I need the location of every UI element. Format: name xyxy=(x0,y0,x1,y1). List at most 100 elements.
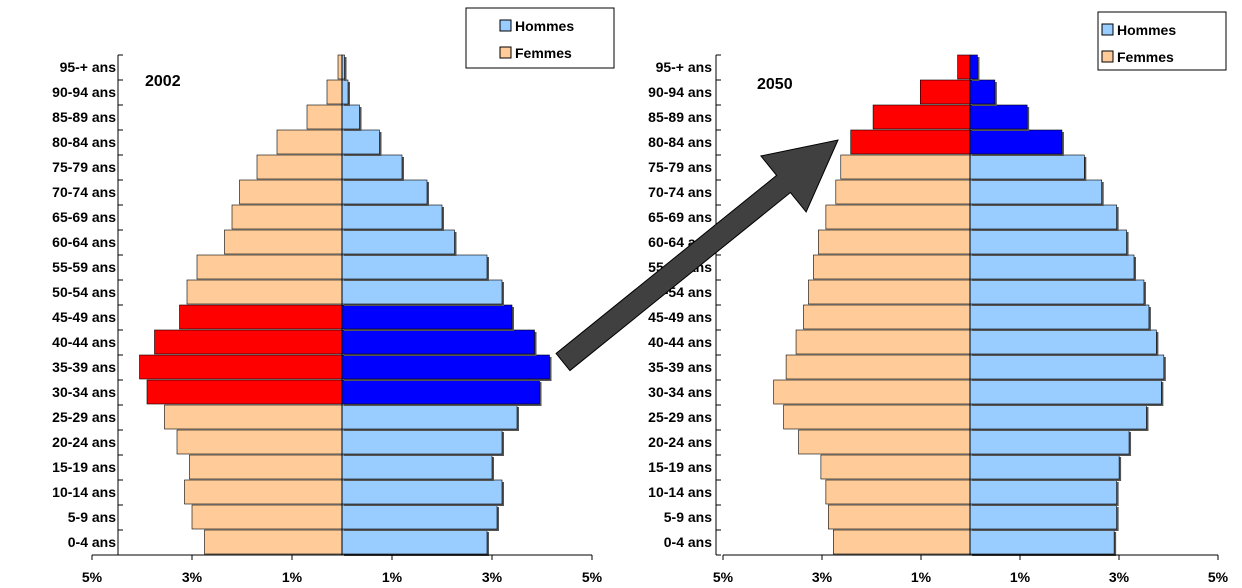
bar-femmes-35-39-ans xyxy=(139,354,343,380)
bar-hommes-90-94-ans xyxy=(341,79,349,105)
x-tick-label: 3% xyxy=(482,569,503,585)
x-tick-label: 5% xyxy=(82,569,103,585)
bar-hommes-55-59-ans xyxy=(969,254,1135,280)
age-label: 0-4 ans xyxy=(664,534,712,550)
age-label: 65-69 ans xyxy=(648,209,712,225)
age-label: 30-34 ans xyxy=(648,384,712,400)
bar-femmes-75-79-ans xyxy=(256,154,343,180)
bar-hommes-75-79-ans xyxy=(341,154,403,180)
legend-swatch xyxy=(499,19,512,32)
chart-title: 2002 xyxy=(145,73,181,90)
age-label: 45-49 ans xyxy=(52,309,116,325)
bar-hommes-90-94-ans xyxy=(969,79,996,105)
age-label: 80-84 ans xyxy=(52,134,116,150)
legend-box xyxy=(465,7,615,69)
age-label: 20-24 ans xyxy=(648,434,712,450)
x-tick-label: 3% xyxy=(812,569,833,585)
legend-swatch xyxy=(499,46,512,59)
bar-femmes-40-44-ans xyxy=(795,329,971,355)
bar-femmes-40-44-ans xyxy=(154,329,343,355)
x-tick-label: 3% xyxy=(182,569,203,585)
pyramid-2050: 0-4 ans 5-9 ans 10-14 ans 15-19 ans 20-24 an… xyxy=(648,11,1229,585)
age-label: 35-39 ans xyxy=(648,359,712,375)
chart-title: 2050 xyxy=(757,76,793,93)
bar-femmes-5-9-ans xyxy=(828,504,971,530)
age-label: 75-79 ans xyxy=(648,159,712,175)
bar-femmes-50-54-ans xyxy=(808,279,971,305)
bar-hommes-5-9-ans xyxy=(341,504,498,530)
bar-femmes-95-+-ans xyxy=(337,54,343,80)
bar-hommes-35-39-ans xyxy=(969,354,1165,380)
x-tick-label: 1% xyxy=(911,569,932,585)
age-label: 0-4 ans xyxy=(68,534,116,550)
bar-hommes-0-4-ans xyxy=(341,529,488,555)
bar-femmes-65-69-ans xyxy=(825,204,971,230)
age-label: 15-19 ans xyxy=(52,459,116,475)
legend-swatch xyxy=(1101,50,1114,63)
bar-hommes-50-54-ans xyxy=(969,279,1145,305)
bar-hommes-20-24-ans xyxy=(969,429,1130,455)
bar-hommes-0-4-ans xyxy=(969,529,1115,555)
x-tick-label: 5% xyxy=(582,569,603,585)
bar-hommes-40-44-ans xyxy=(341,329,535,355)
bar-femmes-45-49-ans xyxy=(803,304,971,330)
bar-femmes-0-4-ans xyxy=(833,529,971,555)
bar-femmes-30-34-ans xyxy=(773,379,971,405)
arrow-icon xyxy=(555,139,839,372)
bar-hommes-55-59-ans xyxy=(341,254,488,280)
age-label: 70-74 ans xyxy=(648,184,712,200)
age-label: 60-64 ans xyxy=(52,234,116,250)
bar-hommes-50-54-ans xyxy=(341,279,503,305)
bar-femmes-0-4-ans xyxy=(204,529,343,555)
bar-femmes-90-94-ans xyxy=(326,79,343,105)
bar-hommes-15-19-ans xyxy=(969,454,1120,480)
x-tick-label: 1% xyxy=(382,569,403,585)
bar-femmes-10-14-ans xyxy=(184,479,343,505)
bar-hommes-85-89-ans xyxy=(341,104,360,130)
bar-hommes-70-74-ans xyxy=(341,179,428,205)
legend: Hommes Femmes xyxy=(465,7,615,69)
bar-hommes-65-69-ans xyxy=(969,204,1117,230)
bar-femmes-25-29-ans xyxy=(164,404,343,430)
age-label: 75-79 ans xyxy=(52,159,116,175)
x-tick-label: 1% xyxy=(1010,569,1031,585)
age-label: 95-+ ans xyxy=(60,59,117,75)
bar-hommes-80-84-ans xyxy=(341,129,380,155)
age-label: 30-34 ans xyxy=(52,384,116,400)
x-tick-label: 5% xyxy=(1208,569,1229,585)
bar-hommes-60-64-ans xyxy=(341,229,455,255)
bar-shadow xyxy=(344,57,347,81)
age-label: 40-44 ans xyxy=(52,334,116,350)
bar-hommes-75-79-ans xyxy=(969,154,1085,180)
age-label: 65-69 ans xyxy=(52,209,116,225)
bar-femmes-75-79-ans xyxy=(840,154,971,180)
bar-femmes-30-34-ans xyxy=(146,379,343,405)
bar-hommes-85-89-ans xyxy=(969,104,1028,130)
bar-hommes-35-39-ans xyxy=(341,354,550,380)
age-label: 85-89 ans xyxy=(52,109,116,125)
age-label: 10-14 ans xyxy=(52,484,116,500)
legend-swatch xyxy=(1101,23,1114,36)
bar-hommes-30-34-ans xyxy=(341,379,540,405)
x-tick-label: 5% xyxy=(713,569,734,585)
legend: Hommes Femmes xyxy=(1097,11,1227,71)
bar-hommes-80-84-ans xyxy=(969,129,1063,155)
legend-label: Hommes xyxy=(1117,22,1176,38)
bar-femmes-90-94-ans xyxy=(919,79,971,105)
bar-femmes-70-74-ans xyxy=(239,179,343,205)
legend-label: Femmes xyxy=(515,45,572,61)
age-label: 25-29 ans xyxy=(52,409,116,425)
bar-hommes-70-74-ans xyxy=(969,179,1103,205)
bar-femmes-55-59-ans xyxy=(813,254,971,280)
legend-label: Femmes xyxy=(1117,49,1174,65)
pyramid-2002: 0-4 ans 5-9 ans 10-14 ans 15-19 ans 20-24 an… xyxy=(52,7,615,585)
bar-hommes-5-9-ans xyxy=(969,504,1117,530)
age-label: 85-89 ans xyxy=(648,109,712,125)
bar-hommes-30-34-ans xyxy=(969,379,1162,405)
bar-femmes-45-49-ans xyxy=(179,304,343,330)
legend-box xyxy=(1097,11,1227,71)
bar-femmes-10-14-ans xyxy=(825,479,971,505)
age-label: 5-9 ans xyxy=(664,509,712,525)
bar-femmes-85-89-ans xyxy=(872,104,971,130)
age-label: 55-59 ans xyxy=(52,259,116,275)
